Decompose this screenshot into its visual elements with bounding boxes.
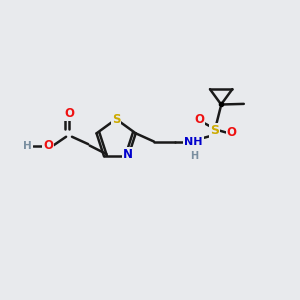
Text: S: S (112, 112, 120, 126)
Text: S: S (210, 124, 219, 137)
Text: H: H (23, 141, 32, 151)
Text: N: N (123, 148, 133, 161)
Text: NH: NH (184, 136, 203, 147)
Text: O: O (64, 107, 74, 120)
Text: H: H (190, 151, 198, 161)
Text: O: O (44, 139, 53, 152)
Text: O: O (194, 113, 204, 126)
Text: O: O (227, 126, 237, 139)
